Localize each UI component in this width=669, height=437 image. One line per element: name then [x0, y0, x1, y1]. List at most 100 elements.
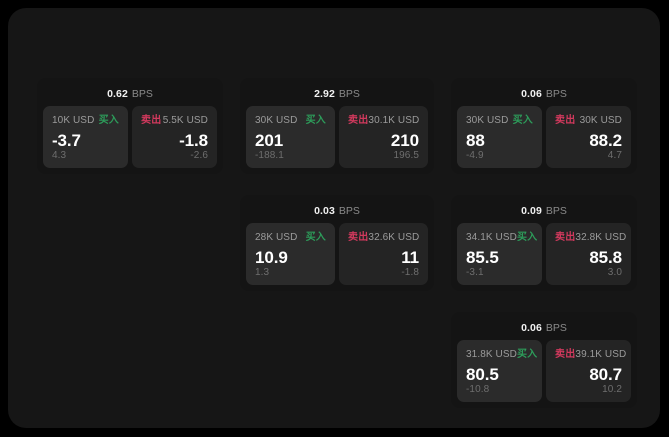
buy-delta: -3.1 — [466, 267, 484, 278]
grid-slot: 2.92 BPS 30K USD 买入 201 -188.1 卖出 — [240, 78, 434, 182]
buy-size-label: 30K USD — [255, 114, 298, 126]
sell-delta: 10.2 — [602, 384, 622, 395]
buy-side-label: 买入 — [305, 231, 326, 243]
quote-card[interactable]: 0.06 BPS 31.8K USD 买入 80.5 -10.8 卖 — [451, 312, 637, 408]
quote-card[interactable]: 0.09 BPS 34.1K USD 买入 85.5 -3.1 卖出 — [451, 195, 637, 291]
buy-price: 201 — [255, 130, 284, 150]
sell-size-label: 30.1K USD — [368, 114, 420, 126]
sell-delta: 4.7 — [607, 150, 622, 161]
buy-delta: 1.3 — [255, 267, 270, 278]
buy-panel[interactable]: 31.8K USD 买入 80.5 -10.8 — [457, 340, 542, 402]
quote-card[interactable]: 0.62 BPS 10K USD 买入 -3.7 4.3 卖出 — [37, 78, 223, 174]
card-header: 0.06 BPS — [457, 85, 631, 103]
sell-delta: -1.8 — [401, 267, 419, 278]
sell-panel-header: 卖出 30.1K USD — [348, 114, 419, 127]
quote-card[interactable]: 2.92 BPS 30K USD 买入 201 -188.1 卖出 — [240, 78, 434, 174]
buy-panel-header: 34.1K USD 买入 — [466, 231, 537, 244]
bps-unit-label: BPS — [545, 321, 567, 334]
buy-panel-header: 30K USD 买入 — [255, 114, 326, 127]
bps-value: 0.03 — [314, 204, 335, 217]
card-header: 0.09 BPS — [457, 202, 631, 220]
buy-side-label: 买入 — [305, 114, 326, 126]
quote-board-container: 0.62 BPS 10K USD 买入 -3.7 4.3 卖出 — [8, 8, 660, 428]
sell-price: 80.7 — [589, 364, 622, 384]
bps-unit-label: BPS — [338, 87, 360, 100]
buy-size-label: 30K USD — [466, 114, 509, 126]
bps-unit-label: BPS — [545, 87, 567, 100]
panel-row: 34.1K USD 买入 85.5 -3.1 卖出 32.8K USD 85.8… — [457, 223, 631, 285]
sell-price: -1.8 — [179, 130, 208, 150]
buy-size-label: 34.1K USD — [466, 231, 517, 243]
buy-delta: -10.8 — [466, 384, 490, 395]
card-header: 0.62 BPS — [43, 85, 217, 103]
buy-side-label: 买入 — [516, 348, 538, 360]
buy-panel[interactable]: 34.1K USD 买入 85.5 -3.1 — [457, 223, 542, 285]
sell-price: 11 — [401, 247, 419, 267]
grid-slot: 0.06 BPS 30K USD 买入 88 -4.9 卖出 — [451, 78, 637, 182]
buy-price: 88 — [466, 130, 485, 150]
buy-side-label: 买入 — [512, 114, 533, 126]
buy-delta: -188.1 — [255, 150, 284, 161]
buy-panel-header: 10K USD 买入 — [52, 114, 119, 127]
bps-value: 0.09 — [521, 204, 542, 217]
buy-delta: -4.9 — [466, 150, 484, 161]
buy-side-label: 买入 — [98, 114, 119, 126]
sell-panel[interactable]: 卖出 30.1K USD 210 196.5 — [339, 106, 428, 168]
sell-size-label: 39.1K USD — [575, 348, 627, 360]
buy-price: -3.7 — [52, 130, 81, 150]
buy-size-label: 10K USD — [52, 114, 95, 126]
panel-row: 30K USD 买入 201 -188.1 卖出 30.1K USD 210 1… — [246, 106, 428, 168]
sell-side-label: 卖出 — [555, 348, 576, 360]
bps-unit-label: BPS — [131, 87, 153, 100]
grid-slot: 0.03 BPS 28K USD 买入 10.9 1.3 卖出 — [240, 195, 434, 299]
sell-panel-header: 卖出 32.6K USD — [348, 231, 419, 244]
bps-unit-label: BPS — [338, 204, 360, 217]
buy-panel[interactable]: 28K USD 买入 10.9 1.3 — [246, 223, 335, 285]
buy-panel[interactable]: 30K USD 买入 88 -4.9 — [457, 106, 542, 168]
sell-size-label: 32.8K USD — [575, 231, 627, 243]
card-header: 2.92 BPS — [246, 85, 428, 103]
sell-side-label: 卖出 — [348, 231, 369, 243]
sell-delta: 3.0 — [607, 267, 622, 278]
sell-size-label: 30K USD — [579, 114, 622, 126]
bps-value: 0.06 — [521, 321, 542, 334]
buy-delta: 4.3 — [52, 150, 67, 161]
panel-row: 30K USD 买入 88 -4.9 卖出 30K USD 88.2 4.7 — [457, 106, 631, 168]
buy-panel[interactable]: 10K USD 买入 -3.7 4.3 — [43, 106, 128, 168]
buy-side-label: 买入 — [516, 231, 538, 243]
sell-panel[interactable]: 卖出 5.5K USD -1.8 -2.6 — [132, 106, 217, 168]
bps-value: 0.06 — [521, 87, 542, 100]
sell-panel[interactable]: 卖出 32.6K USD 11 -1.8 — [339, 223, 428, 285]
sell-side-label: 卖出 — [348, 114, 369, 126]
sell-panel-header: 卖出 39.1K USD — [555, 348, 626, 361]
sell-size-label: 5.5K USD — [162, 114, 208, 126]
sell-delta: -2.6 — [190, 150, 208, 161]
sell-price: 85.8 — [589, 247, 622, 267]
sell-panel-header: 卖出 32.8K USD — [555, 231, 626, 244]
buy-size-label: 31.8K USD — [466, 348, 517, 360]
panel-row: 28K USD 买入 10.9 1.3 卖出 32.6K USD 11 -1.8 — [246, 223, 428, 285]
sell-price: 88.2 — [589, 130, 622, 150]
quote-card[interactable]: 0.06 BPS 30K USD 买入 88 -4.9 卖出 — [451, 78, 637, 174]
sell-side-label: 卖出 — [141, 114, 162, 126]
grid-slot: 0.62 BPS 10K USD 买入 -3.7 4.3 卖出 — [37, 78, 223, 182]
sell-panel[interactable]: 卖出 30K USD 88.2 4.7 — [546, 106, 631, 168]
sell-panel[interactable]: 卖出 32.8K USD 85.8 3.0 — [546, 223, 631, 285]
grid-slot: 0.09 BPS 34.1K USD 买入 85.5 -3.1 卖出 — [451, 195, 637, 299]
sell-size-label: 32.6K USD — [368, 231, 420, 243]
quote-card[interactable]: 0.03 BPS 28K USD 买入 10.9 1.3 卖出 — [240, 195, 434, 291]
sell-panel[interactable]: 卖出 39.1K USD 80.7 10.2 — [546, 340, 631, 402]
quote-card-grid: 0.62 BPS 10K USD 买入 -3.7 4.3 卖出 — [37, 78, 637, 408]
buy-panel-header: 28K USD 买入 — [255, 231, 326, 244]
buy-panel[interactable]: 30K USD 买入 201 -188.1 — [246, 106, 335, 168]
sell-panel-header: 卖出 5.5K USD — [141, 114, 208, 127]
sell-price: 210 — [390, 130, 419, 150]
grid-slot: 0.06 BPS 31.8K USD 买入 80.5 -10.8 卖 — [451, 312, 637, 416]
card-header: 0.06 BPS — [457, 319, 631, 337]
bps-value: 0.62 — [107, 87, 128, 100]
buy-price: 85.5 — [466, 247, 499, 267]
buy-size-label: 28K USD — [255, 231, 298, 243]
sell-side-label: 卖出 — [555, 231, 576, 243]
panel-row: 31.8K USD 买入 80.5 -10.8 卖出 39.1K USD 80.… — [457, 340, 631, 402]
buy-price: 10.9 — [255, 247, 288, 267]
